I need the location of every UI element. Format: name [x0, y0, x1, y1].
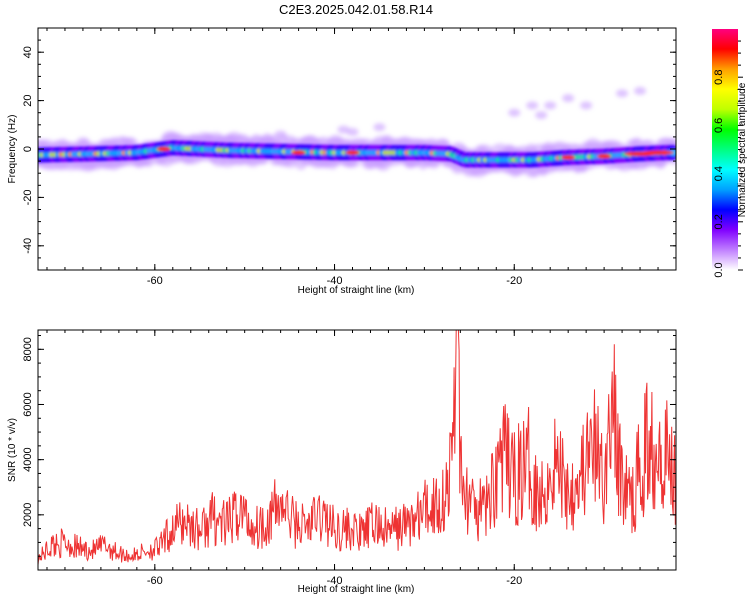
heatmap-hot-spot [561, 155, 576, 160]
colorbar-tick-label: 0.8 [713, 70, 725, 85]
heatmap-core [38, 140, 676, 168]
spectrogram-heatmap [38, 86, 676, 178]
snr-x-axis-title: Height of straight line (km) [298, 584, 415, 595]
heatmap-hot-spot [291, 150, 306, 155]
snr-panel: -60 -40 -20 2000 4000 6000 8000 Height of stra… [7, 329, 677, 595]
spectrogram-x-axis-title: Height of straight line (km) [298, 285, 415, 296]
heatmap-faint-feature [634, 86, 647, 95]
colorbar-ticks: 0.0 0.2 0.4 0.6 0.8 [713, 40, 743, 278]
snr-x-tick-label: -20 [506, 575, 522, 587]
colorbar-tick-label: 0.0 [713, 262, 725, 277]
colorbar-tick-label: 0.4 [713, 166, 725, 181]
colorbar-gradient [712, 29, 738, 270]
spectrogram-x-tick-label: -20 [506, 275, 522, 287]
heatmap-faint-feature [580, 101, 593, 110]
spectrogram-y-tick-label: -40 [22, 238, 34, 254]
snr-y-axis-title: SNR (10 * v/v) [7, 418, 18, 482]
spectrogram-y-tick-label: 20 [22, 94, 34, 106]
snr-x-tick-label: -60 [147, 575, 163, 587]
colorbar-tick-label: 0.6 [713, 118, 725, 133]
spectrogram-x-tick-label: -40 [327, 275, 343, 287]
heatmap-faint-feature [346, 128, 359, 137]
spectrogram-y-tick-label: 0 [22, 146, 34, 152]
snr-x-tick-label: -40 [327, 575, 343, 587]
colorbar: 0.0 0.2 0.4 0.6 0.8 Normalized spectral ampl… [712, 29, 748, 278]
heatmap-hot-spot [642, 150, 675, 155]
figure-title: C2E3.2025.042.01.58.R14 [279, 2, 433, 17]
heatmap-faint-feature [544, 101, 557, 110]
snr-ticks: -60 -40 -20 2000 4000 6000 8000 [22, 330, 677, 587]
heatmap-faint-feature [535, 111, 548, 120]
heatmap-faint-feature [562, 94, 575, 103]
heatmap-faint-feature [337, 125, 350, 134]
heatmap-hot-spot [156, 146, 171, 152]
spectrogram-y-tick-label: -20 [22, 189, 34, 205]
heatmap-hot-spot [597, 154, 612, 159]
spectrogram-x-tick-label: -60 [147, 275, 163, 287]
spectrogram-y-axis-title: Frequency (Hz) [7, 115, 18, 184]
heatmap-faint-feature [616, 89, 629, 98]
heatmap-faint-feature [274, 130, 287, 139]
heatmap-hot-spot [345, 150, 360, 155]
heatmap-faint-feature [508, 108, 521, 117]
spectrogram-ticks: -60 -40 -20 -40 -20 0 20 40 [22, 27, 677, 287]
snr-series-line [38, 330, 676, 566]
snr-y-tick-label: 6000 [22, 392, 34, 416]
heatmap-faint-feature [373, 123, 386, 132]
snr-y-tick-label: 4000 [22, 447, 34, 471]
spectrogram-panel: -60 -40 -20 -40 -20 0 20 40 Height of straight … [7, 27, 677, 296]
snr-y-tick-label: 2000 [22, 503, 34, 527]
colorbar-tick-label: 0.2 [713, 214, 725, 229]
heatmap-faint-feature [283, 135, 296, 144]
snr-y-tick-label: 8000 [22, 337, 34, 361]
spectrogram-y-tick-label: 40 [22, 46, 34, 58]
snr-frame [37, 329, 677, 571]
heatmap-faint-feature [526, 101, 539, 110]
colorbar-label: Normalized spectral amplitude [737, 82, 748, 217]
